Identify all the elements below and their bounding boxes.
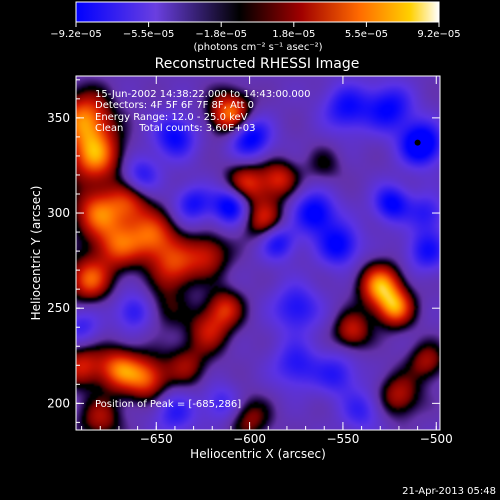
colorbar-unit-label: (photons cm⁻² s⁻¹ asec⁻²) <box>193 42 322 53</box>
colorbar-tick-label: −9.2e−05 <box>50 29 102 40</box>
info-line-energy: Energy Range: 12.0 - 25.0 keV <box>95 112 248 123</box>
plot-area <box>76 76 440 430</box>
x-tick-label: −600 <box>233 432 266 446</box>
colorbar <box>75 1 440 23</box>
info-text-block: 15-Jun-2002 14:38:22.000 to 14:43:00.000… <box>95 89 311 134</box>
colorbar-tick-label: 5.5e−05 <box>345 29 388 40</box>
colorbar-tick-label: 9.2e−05 <box>417 29 460 40</box>
y-tick-label: 350 <box>47 111 70 125</box>
colorbar-tick-labels: −9.2e−05 −5.5e−05 −1.8e−05 1.8e−05 5.5e−05 9.… <box>50 29 460 40</box>
info-line-counts: Clean Total counts: 3.60E+03 <box>95 123 255 134</box>
x-axis-label: Heliocentric X (arcsec) <box>190 447 326 461</box>
colorbar-tick-label: 1.8e−05 <box>272 29 315 40</box>
info-line-detectors: Detectors: 4F 5F 6F 7F 8F, Att 0 <box>95 100 254 111</box>
plot-frame <box>75 75 441 431</box>
colorbar-tick-label: −1.8e−05 <box>195 29 247 40</box>
y-axis-label: Heliocentric Y (arcsec) <box>29 186 43 321</box>
colorbar-ticks <box>75 22 440 27</box>
peak-position-label: Position of Peak = [-685,286] <box>95 399 241 410</box>
heatmap-image <box>76 76 440 430</box>
y-tick-label: 250 <box>47 301 70 315</box>
footer-timestamp: 21-Apr-2013 05:48 <box>402 486 496 497</box>
info-line-time: 15-Jun-2002 14:38:22.000 to 14:43:00.000 <box>95 89 311 100</box>
x-tick-label: −550 <box>326 432 359 446</box>
y-tick-label: 300 <box>47 206 70 220</box>
x-tick-label: −650 <box>140 432 173 446</box>
chart-title: Reconstructed RHESSI Image <box>155 56 360 72</box>
x-axis-ticks: −650 −600 −550 −500 <box>81 76 453 446</box>
peak-marker <box>414 139 421 146</box>
x-tick-label: −500 <box>420 432 453 446</box>
colorbar-tick-label: −5.5e−05 <box>123 29 175 40</box>
y-tick-label: 200 <box>47 396 70 410</box>
y-axis-ticks: 200 250 300 350 <box>47 79 440 423</box>
